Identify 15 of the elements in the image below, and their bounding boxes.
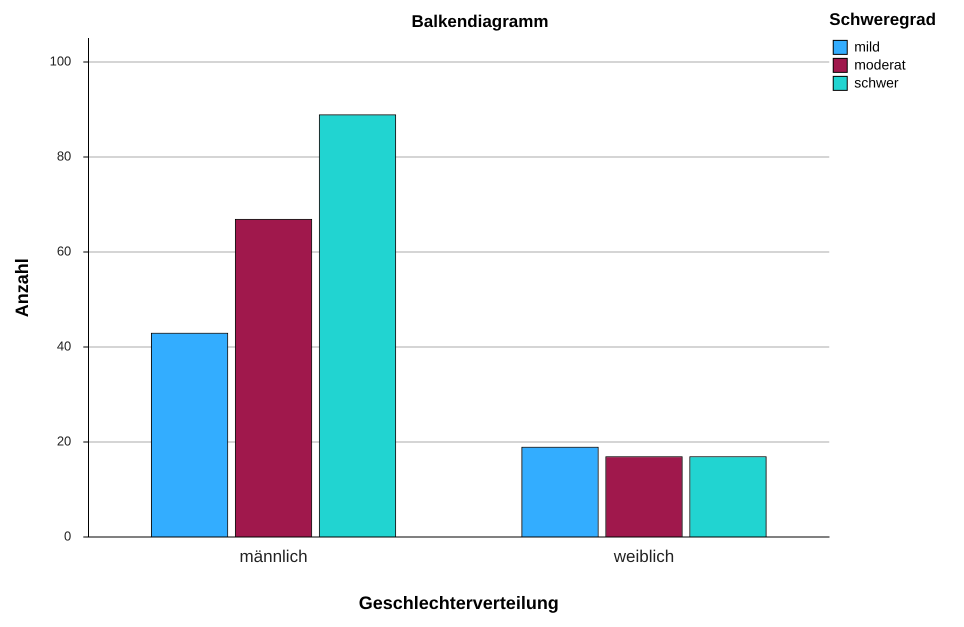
y-tick-label: 60 [56,244,72,259]
legend-title: Schweregrad [829,10,936,30]
legend-label: moderat [854,56,906,72]
x-tick-label: männlich [240,546,308,566]
legend-label: mild [854,38,880,54]
x-axis-title: Geschlechterverteilung [358,593,559,614]
legend-label: schwer [854,74,899,90]
y-tick-label: 100 [50,54,72,69]
x-tick-label: weiblich [612,546,674,566]
chart-title: Balkendiagramm [412,12,548,31]
y-axis-title: Anzahl [12,258,32,318]
y-tick-label: 80 [56,148,72,164]
y-tick-label: 40 [56,338,72,354]
y-tick-label: 0 [64,528,72,544]
y-tick-label: 20 [56,434,72,449]
